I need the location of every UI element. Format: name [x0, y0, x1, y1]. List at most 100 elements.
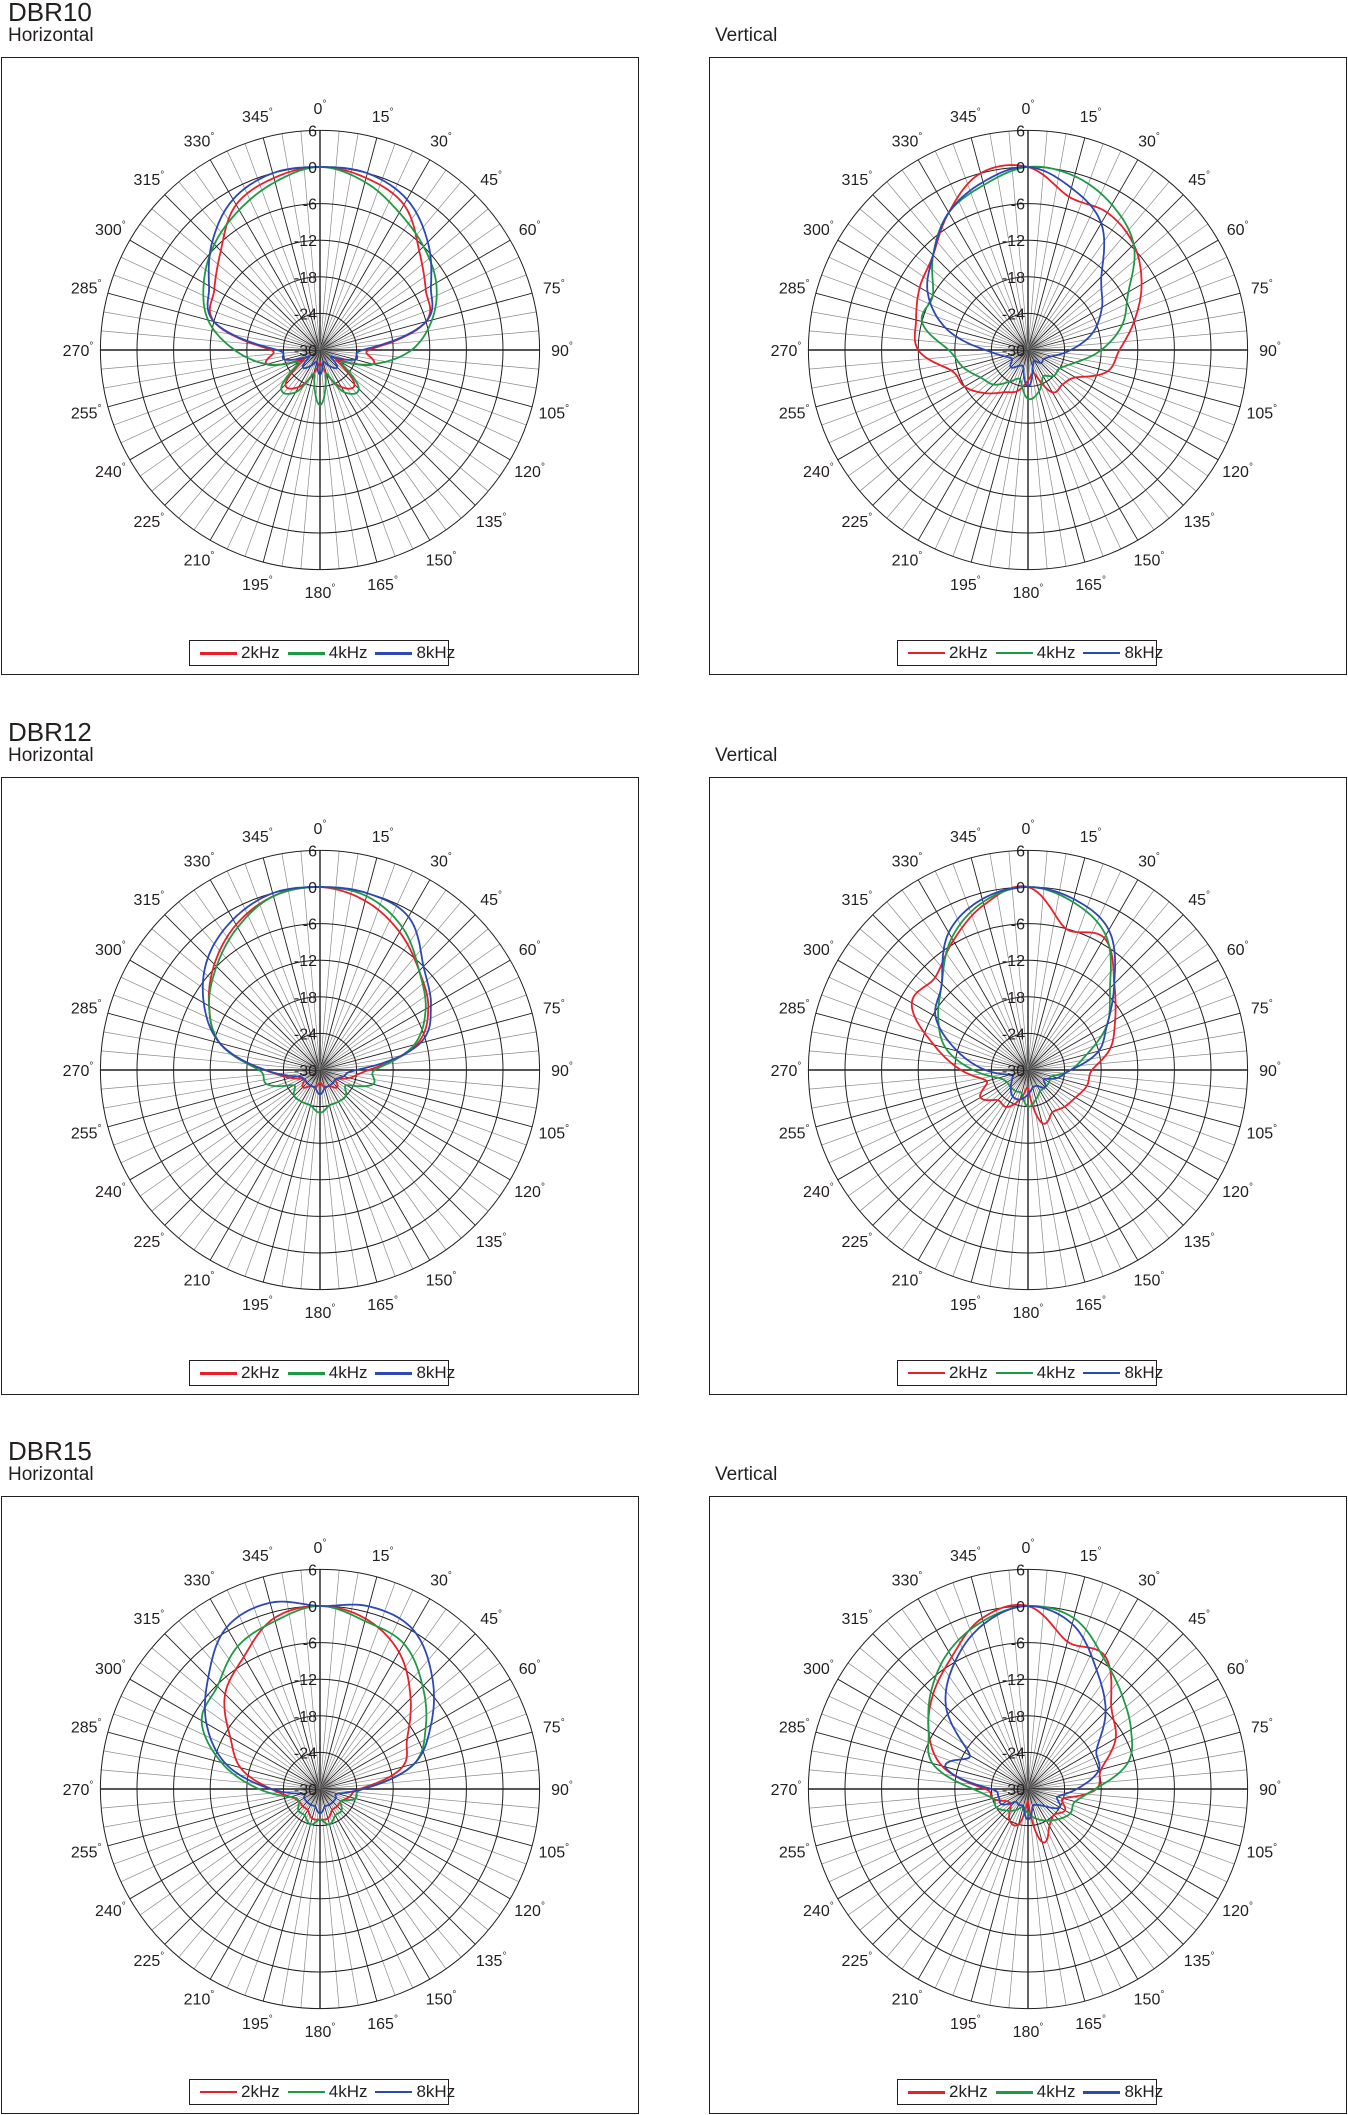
angle-value: 120	[1222, 464, 1249, 481]
angle-tick-label: 30°	[430, 131, 452, 150]
series-line-4khz	[200, 1605, 428, 1826]
angle-value: 330	[892, 853, 919, 870]
angle-tick-label: 300°	[95, 940, 126, 959]
angle-value: 15	[1080, 109, 1098, 126]
angle-value: 240	[95, 1184, 122, 1201]
angle-value: 285	[71, 1719, 98, 1736]
radial-tick-label: -24	[1002, 1026, 1025, 1043]
angle-value: 105	[1246, 406, 1273, 423]
degree-symbol: °	[868, 1951, 872, 1962]
angle-value: 60	[1227, 1661, 1245, 1678]
degree-symbol: °	[541, 1901, 545, 1912]
degree-symbol: °	[1210, 1951, 1214, 1962]
angle-value: 330	[184, 853, 211, 870]
series-line-8khz	[201, 886, 432, 1096]
angle-tick-label: 45°	[1188, 170, 1210, 189]
degree-symbol: °	[1097, 107, 1101, 118]
polar-chart-dbr15-vertical: 6 0 -6 -12 -18 -24 -30 0° 15° 30° 45° 60° 75° 90° 105°…	[709, 1496, 1347, 2114]
angle-value: 225	[842, 514, 869, 531]
angle-tick-label: 120°	[1222, 462, 1253, 481]
legend-item-4khz: 4kHz	[995, 1363, 1075, 1383]
angle-value: 255	[779, 1126, 806, 1143]
angle-tick-label: 165°	[367, 2014, 398, 2033]
degree-symbol: °	[569, 1780, 573, 1791]
chart-legend: 2kHz 4kHz 8kHz	[189, 640, 455, 666]
degree-symbol: °	[536, 1659, 540, 1670]
ring-gridline	[282, 312, 358, 388]
angle-tick-label: 0°	[314, 99, 327, 118]
degree-symbol: °	[1102, 2014, 1106, 2025]
angle-value: 105	[1246, 1845, 1273, 1862]
radial-tick-label: -18	[294, 270, 317, 287]
degree-symbol: °	[210, 851, 214, 862]
radial-tick-label: -30	[294, 1063, 317, 1080]
ring-gridline	[173, 1642, 467, 1936]
angle-value: 60	[519, 942, 537, 959]
angle-tick-label: 345°	[242, 1546, 273, 1565]
legend-item-4khz: 4kHz	[995, 643, 1075, 663]
angle-value: 300	[95, 942, 122, 959]
degree-symbol: °	[269, 575, 273, 586]
angle-value: 0	[1022, 1540, 1031, 1557]
angle-tick-label: 195°	[950, 1295, 981, 1314]
angle-value: 165	[1075, 2016, 1102, 2033]
angle-value: 195	[950, 1297, 977, 1314]
angle-value: 150	[426, 1992, 453, 2009]
radial-tick-label: -24	[294, 306, 317, 323]
legend-label: 8kHz	[1124, 1363, 1164, 1382]
angle-tick-label: 135°	[1184, 1232, 1215, 1251]
angle-value: 180	[1013, 585, 1040, 602]
polar-plot: 60-6-12-18-24-300°15°30°45°60°75°90°105°…	[771, 819, 1281, 1322]
angle-value: 120	[514, 1903, 541, 1920]
degree-symbol: °	[868, 512, 872, 523]
radial-tick-label: -18	[294, 990, 317, 1007]
angle-value: 270	[63, 1063, 90, 1080]
legend-item-4khz: 4kHz	[287, 1363, 367, 1383]
angle-tick-label: 195°	[950, 575, 981, 594]
ring-gridline	[99, 1568, 541, 2010]
angle-tick-label: 0°	[1022, 1538, 1035, 1557]
angle-value: 75	[543, 1719, 561, 1736]
radial-tick-label: -6	[1011, 1636, 1025, 1653]
angle-tick-label: 225°	[842, 512, 873, 531]
angle-value: 15	[372, 829, 390, 846]
degree-symbol: °	[1249, 1901, 1253, 1912]
angle-value: 210	[184, 553, 211, 570]
angle-tick-label: 105°	[538, 1124, 569, 1143]
angle-tick-label: 315°	[134, 1609, 165, 1628]
angle-value: 225	[134, 1953, 161, 1970]
radial-tick-label: -6	[303, 197, 317, 214]
series-line-8khz	[206, 166, 434, 376]
degree-symbol: °	[1039, 583, 1043, 594]
angle-value: 15	[372, 109, 390, 126]
degree-symbol: °	[830, 1182, 834, 1193]
degree-symbol: °	[806, 404, 810, 415]
legend-line-swatch	[1083, 652, 1121, 654]
angle-value: 255	[71, 1126, 98, 1143]
degree-symbol: °	[1273, 1843, 1277, 1854]
angle-value: 60	[519, 222, 537, 239]
angle-value: 165	[367, 577, 394, 594]
angle-value: 150	[1134, 553, 1161, 570]
degree-symbol: °	[830, 1659, 834, 1670]
angle-value: 180	[1013, 1305, 1040, 1322]
angle-value: 105	[1246, 1126, 1273, 1143]
angle-value: 165	[1075, 577, 1102, 594]
degree-symbol: °	[389, 1546, 393, 1557]
angle-tick-label: 240°	[95, 462, 126, 481]
angle-value: 180	[305, 1305, 332, 1322]
legend-item-2khz: 2kHz	[908, 2082, 988, 2102]
radial-tick-label: -12	[1002, 1672, 1025, 1689]
plane-label-vertical: Vertical	[715, 25, 778, 46]
angle-tick-label: 330°	[892, 1570, 923, 1589]
angle-value: 315	[134, 1611, 161, 1628]
degree-symbol: °	[1269, 278, 1273, 289]
angle-tick-label: 300°	[95, 1659, 126, 1678]
degree-symbol: °	[830, 220, 834, 231]
angle-tick-label: 180°	[1013, 2022, 1044, 2041]
ring-gridline	[209, 1678, 431, 1900]
angle-value: 345	[950, 1548, 977, 1565]
radial-tick-label: -6	[303, 917, 317, 934]
angle-value: 195	[242, 1297, 269, 1314]
angle-tick-label: 150°	[1134, 1990, 1165, 2009]
